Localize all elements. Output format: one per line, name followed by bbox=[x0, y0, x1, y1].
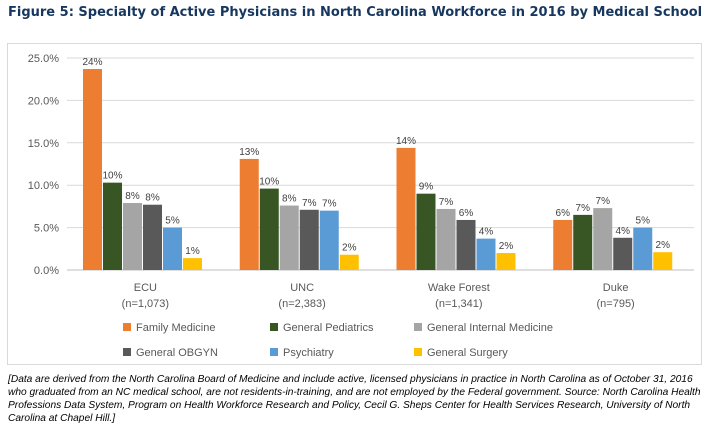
legend-swatch bbox=[123, 323, 131, 331]
legend-label: General OBGYN bbox=[136, 347, 218, 359]
data-label: 8% bbox=[145, 193, 160, 204]
data-label: 7% bbox=[596, 196, 611, 207]
legend-swatch bbox=[414, 323, 422, 331]
legend-label: General Internal Medicine bbox=[427, 322, 553, 334]
category-label: Duke bbox=[603, 282, 629, 294]
y-tick-label: 25.0% bbox=[28, 53, 59, 65]
legend-swatch bbox=[270, 323, 278, 331]
bar bbox=[259, 188, 279, 270]
bar bbox=[613, 237, 633, 270]
bar bbox=[319, 210, 339, 270]
y-tick-label: 5.0% bbox=[34, 223, 59, 235]
legend-label: Psychiatry bbox=[283, 347, 334, 359]
data-label: 13% bbox=[239, 147, 259, 158]
bar bbox=[163, 227, 182, 270]
bar bbox=[299, 209, 319, 270]
category-label: ECU bbox=[134, 282, 157, 294]
bar bbox=[396, 147, 416, 270]
bar bbox=[183, 258, 202, 270]
category-sublabel: (n=1,341) bbox=[435, 298, 482, 310]
y-tick-label: 15.0% bbox=[28, 138, 59, 150]
bar bbox=[573, 214, 593, 270]
bar bbox=[496, 253, 516, 270]
legend-swatch bbox=[123, 348, 131, 356]
category-sublabel: (n=795) bbox=[597, 298, 635, 310]
bar bbox=[476, 238, 496, 270]
category-sublabel: (n=2,383) bbox=[278, 298, 325, 310]
data-label: 6% bbox=[459, 208, 474, 219]
data-label: 7% bbox=[439, 197, 454, 208]
bar bbox=[633, 227, 653, 270]
bar bbox=[143, 204, 162, 270]
bar bbox=[553, 219, 573, 270]
data-label: 9% bbox=[419, 182, 434, 193]
data-label: 14% bbox=[396, 136, 416, 147]
bar bbox=[123, 203, 142, 270]
category-label: UNC bbox=[290, 282, 314, 294]
y-tick-label: 10.0% bbox=[28, 180, 59, 192]
chart-area: 0.0% 5.0% 10.0% 15.0% 20.0% 25.0% 24% 10% 8% 8% 5%… bbox=[7, 43, 702, 365]
bar bbox=[339, 254, 359, 270]
bar bbox=[103, 182, 122, 270]
category-label: Wake Forest bbox=[428, 282, 490, 294]
data-label: 2% bbox=[499, 241, 514, 252]
data-label: 6% bbox=[556, 208, 571, 219]
bar bbox=[416, 193, 436, 270]
data-label: 10% bbox=[102, 171, 122, 182]
legend-label: Family Medicine bbox=[136, 322, 215, 334]
y-tick-label: 20.0% bbox=[28, 95, 59, 107]
bar bbox=[593, 208, 613, 270]
legend-swatch bbox=[414, 348, 422, 356]
bar bbox=[653, 252, 673, 270]
data-label: 7% bbox=[322, 199, 337, 210]
data-label: 24% bbox=[82, 57, 102, 68]
data-label: 2% bbox=[342, 243, 357, 254]
bar bbox=[279, 205, 299, 270]
y-tick-label: 0.0% bbox=[34, 265, 59, 277]
data-label: 8% bbox=[125, 191, 140, 202]
data-label: 5% bbox=[165, 216, 180, 227]
bar bbox=[239, 158, 259, 270]
bar bbox=[436, 208, 456, 270]
legend-label: General Pediatrics bbox=[283, 322, 374, 334]
data-label: 5% bbox=[636, 216, 651, 227]
bar-chart: 0.0%5.0%10.0%15.0%20.0%25.0% 24%10%8% 8%5%… bbox=[28, 53, 694, 359]
data-label: 7% bbox=[302, 198, 317, 209]
data-label: 2% bbox=[656, 240, 671, 251]
data-label: 8% bbox=[282, 194, 297, 205]
bar bbox=[456, 219, 476, 270]
bar bbox=[83, 69, 102, 270]
data-label: 7% bbox=[576, 203, 591, 214]
legend-swatch bbox=[270, 348, 278, 356]
figure-title: Figure 5: Specialty of Active Physicians… bbox=[8, 5, 703, 20]
source-footnote: [Data are derived from the North Carolin… bbox=[8, 374, 701, 424]
legend-label: General Surgery bbox=[427, 347, 508, 359]
data-label: 4% bbox=[616, 226, 631, 237]
data-label: 4% bbox=[479, 227, 494, 238]
data-label: 1% bbox=[185, 246, 200, 257]
data-label: 10% bbox=[259, 177, 279, 188]
category-sublabel: (n=1,073) bbox=[122, 298, 169, 310]
